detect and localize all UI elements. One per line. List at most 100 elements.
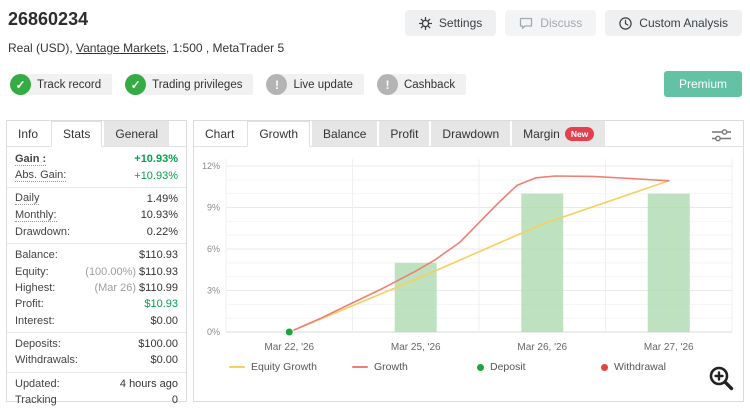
stat-value-amount: $110.93 [139, 265, 178, 278]
svg-text:Mar 22, '26: Mar 22, '26 [264, 342, 314, 353]
growth-chart-svg[interactable]: 0% 3% 6% 9% 12% Mar 22, '26 Mar 25, '26 Mar 26,… [194, 147, 743, 403]
legend-label: Withdrawal [614, 361, 666, 373]
chart-panel: Chart Growth Balance Profit Drawdown Mar… [193, 120, 744, 402]
header-buttons: Settings Discuss Custom Analysis [404, 10, 742, 36]
check-circle-icon: ✓ [10, 74, 31, 95]
stat-label: Updated: [15, 377, 60, 390]
stat-label[interactable]: Gain : [15, 152, 47, 166]
tab-balance[interactable]: Balance [312, 121, 378, 146]
stat-row-highest: Highest: (Mar 26) $110.99 [7, 280, 186, 296]
stat-value: 0 [171, 394, 178, 407]
stat-row-drawdown: Drawdown: 0.22% [7, 224, 186, 240]
stat-row-gain: Gain : +10.93% [7, 151, 186, 167]
stat-label[interactable]: Monthly: [15, 208, 57, 222]
deposit-dot-swatch [477, 363, 484, 371]
legend-withdrawal[interactable]: Withdrawal [601, 361, 666, 373]
gear-icon [418, 16, 432, 30]
tab-margin[interactable]: Margin New [512, 121, 606, 146]
stat-label: Interest: [15, 314, 55, 327]
tab-drawdown[interactable]: Drawdown [431, 121, 511, 146]
stat-label: Profit: [15, 298, 44, 311]
badge-label: Live update [277, 74, 364, 95]
growth-line-swatch [352, 366, 368, 368]
tab-margin-label: Margin [523, 126, 560, 141]
new-badge: New [564, 126, 595, 141]
svg-text:12%: 12% [202, 161, 220, 171]
badge-label: Cashback [387, 74, 467, 95]
tab-info[interactable]: Info [18, 126, 39, 141]
legend-equity-growth[interactable]: Equity Growth [229, 361, 317, 373]
exclamation-circle-icon: ! [376, 74, 398, 95]
stat-value: 10.93% [140, 209, 178, 222]
stat-label: Equity: [15, 265, 49, 278]
stat-row-equity: Equity: (100.00%) $110.93 [7, 263, 186, 279]
stat-label[interactable]: Daily [15, 192, 40, 206]
premium-button[interactable]: Premium [663, 71, 742, 97]
verification-badges: ✓ Track record ✓ Trading privileges ! Li… [10, 74, 467, 95]
tab-general[interactable]: General [104, 121, 170, 146]
chart-legend: Equity Growth Growth Deposit Withdrawal [194, 361, 743, 377]
stat-value: 4 hours ago [119, 377, 178, 390]
custom-analysis-button[interactable]: Custom Analysis [605, 10, 742, 36]
stats-panel: Info Stats General Gain : +10.93% Abs. G… [6, 120, 187, 406]
broker-link[interactable]: Vantage Markets [76, 41, 166, 55]
stat-label: Highest: [15, 281, 56, 294]
legend-label: Deposit [490, 361, 526, 373]
stat-label: Tracking [15, 394, 57, 407]
stat-label[interactable]: Abs. Gain: [15, 169, 67, 183]
stat-value: $10.93 [144, 298, 178, 311]
svg-text:0%: 0% [207, 327, 220, 337]
badge-track-record[interactable]: ✓ Track record [10, 74, 113, 95]
stat-row-balance: Balance: $110.93 [7, 247, 186, 263]
settings-button[interactable]: Settings [404, 10, 497, 36]
legend-label: Equity Growth [251, 361, 317, 373]
legend-growth[interactable]: Growth [352, 361, 408, 373]
stat-value: $0.00 [150, 314, 178, 327]
tab-stats[interactable]: Stats [51, 121, 103, 147]
legend-deposit[interactable]: Deposit [477, 361, 526, 373]
chart-options-icon[interactable] [711, 128, 732, 148]
divider [7, 186, 186, 188]
exclamation-circle-icon: ! [266, 74, 288, 95]
stat-value: +10.93% [134, 169, 178, 182]
stat-row-daily: Daily 1.49% [7, 191, 186, 207]
stat-value: $110.93 [139, 249, 178, 262]
stat-row-abs-gain: Abs. Gain: +10.93% [7, 167, 186, 183]
stat-row-withdrawals: Withdrawals: $0.00 [7, 352, 186, 368]
tab-chart[interactable]: Chart [205, 126, 235, 141]
svg-text:Mar 27, '26: Mar 27, '26 [644, 342, 694, 353]
growth-chart[interactable]: 0% 3% 6% 9% 12% Mar 22, '26 Mar 25, '26 Mar 26,… [194, 147, 743, 403]
account-leverage-platform: , 1:500 , MetaTrader 5 [165, 41, 285, 55]
custom-analysis-button-label: Custom Analysis [639, 16, 728, 30]
badge-trading-privileges[interactable]: ✓ Trading privileges [125, 74, 254, 95]
stat-value: $0.00 [150, 354, 178, 367]
tab-profit[interactable]: Profit [379, 121, 430, 146]
tab-growth[interactable]: Growth [247, 121, 311, 147]
account-type: Real (USD), [8, 41, 77, 55]
stat-row-updated: Updated: 4 hours ago [7, 376, 186, 392]
svg-text:3%: 3% [207, 286, 220, 296]
stat-value: (100.00%) $110.93 [85, 266, 178, 278]
stat-label: Drawdown: [15, 225, 71, 238]
zoom-in-icon[interactable] [706, 364, 736, 399]
divider [7, 331, 186, 333]
legend-label: Growth [374, 361, 408, 373]
divider [7, 371, 186, 373]
stat-value: 1.49% [146, 192, 178, 205]
badge-cashback[interactable]: ! Cashback [376, 74, 467, 95]
svg-text:6%: 6% [207, 244, 220, 254]
stat-label: Withdrawals: [15, 354, 78, 367]
stat-label: Deposits: [15, 338, 61, 351]
discuss-button[interactable]: Discuss [505, 10, 597, 36]
divider [7, 242, 186, 244]
svg-text:Mar 26, '26: Mar 26, '26 [517, 342, 567, 353]
stat-row-profit: Profit: $10.93 [7, 296, 186, 312]
badge-live-update[interactable]: ! Live update [266, 74, 364, 95]
badge-label: Track record [21, 74, 113, 95]
stat-value-amount: $110.99 [139, 281, 178, 294]
stat-value: (Mar 26) $110.99 [94, 282, 178, 294]
page-title: 26860234 [8, 9, 89, 29]
stat-value-note: (100.00%) [85, 265, 137, 278]
discuss-button-label: Discuss [540, 16, 583, 30]
